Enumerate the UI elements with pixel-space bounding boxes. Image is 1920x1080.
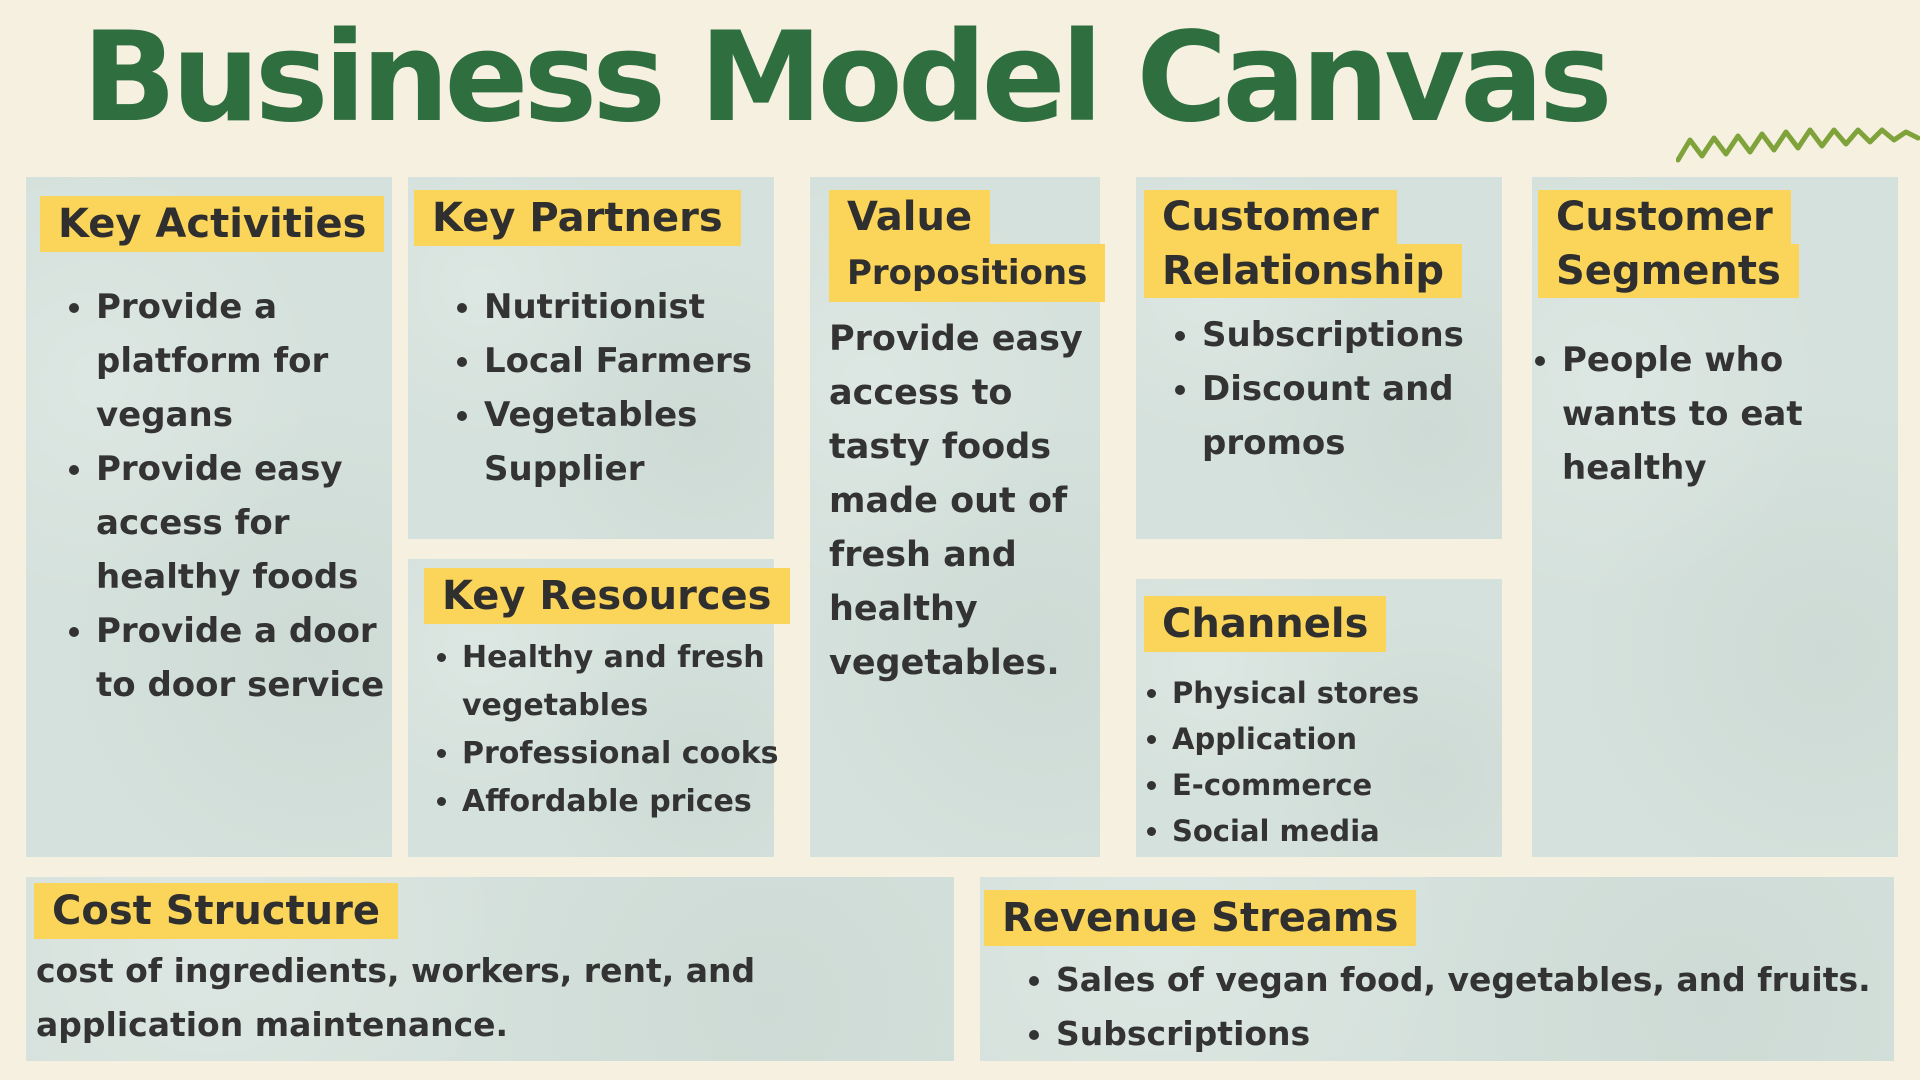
list-item: Professional cooks <box>462 730 792 778</box>
list-item: Application <box>1172 716 1522 762</box>
value-propositions-label-line2: Propositions <box>829 244 1106 302</box>
revenue-streams-label: Revenue Streams <box>984 890 1417 946</box>
list-item: Healthy and fresh vegetables <box>462 634 792 730</box>
squiggle-line <box>1676 127 1920 163</box>
value-propositions-text: Provide easy access to tasty foods made … <box>829 319 1083 683</box>
squiggle-decoration <box>1676 127 1920 163</box>
channels-label: Channels <box>1144 596 1387 652</box>
list-item: Vegetables Supplier <box>484 388 804 496</box>
list-item: People who wants to eat healthy <box>1562 333 1862 495</box>
list-item: Physical stores <box>1172 670 1522 716</box>
list-item: Local Farmers <box>484 334 804 388</box>
list-item: Sales of vegan food, vegetables, and fru… <box>1056 953 1916 1007</box>
list-item: Nutritionist <box>484 280 804 334</box>
list-item: Provide a door to door service <box>96 604 416 712</box>
list-item: Affordable prices <box>462 778 792 826</box>
key-resources-list: Healthy and fresh vegetables Professiona… <box>432 634 792 826</box>
cost-structure-label: Cost Structure <box>34 883 398 939</box>
list-item: Subscriptions <box>1202 308 1532 362</box>
customer-segments-label-line1: Customer <box>1538 190 1791 244</box>
key-activities-card <box>26 177 392 857</box>
list-item: Provide a platform for vegans <box>96 280 416 442</box>
customer-segments-list: People who wants to eat healthy <box>1528 333 1862 495</box>
revenue-streams-list: Sales of vegan food, vegetables, and fru… <box>1022 953 1916 1061</box>
channels-list: Physical stores Application E-commerce S… <box>1144 670 1522 854</box>
list-item: E-commerce <box>1172 762 1522 808</box>
list-item: Social media <box>1172 808 1522 854</box>
customer-relationship-list: Subscriptions Discount and promos <box>1168 308 1532 470</box>
page-title: Business Model Canvas <box>82 6 1613 150</box>
customer-segments-label-line2: Segments <box>1538 244 1799 298</box>
key-partners-label: Key Partners <box>414 190 741 246</box>
customer-relationship-label-line2: Relationship <box>1144 244 1463 298</box>
key-resources-label: Key Resources <box>424 568 790 624</box>
key-activities-list: Provide a platform for vegans Provide ea… <box>62 280 416 712</box>
customer-relationship-label-line1: Customer <box>1144 190 1397 244</box>
key-partners-list: Nutritionist Local Farmers Vegetables Su… <box>450 280 804 496</box>
value-propositions-label-line1: Value <box>829 190 991 244</box>
list-item: Subscriptions <box>1056 1007 1916 1061</box>
list-item: Provide easy access for healthy foods <box>96 442 416 604</box>
cost-structure-text: cost of ingredients, workers, rent, and … <box>36 951 756 1044</box>
list-item: Discount and promos <box>1202 362 1532 470</box>
key-activities-label: Key Activities <box>40 196 385 252</box>
